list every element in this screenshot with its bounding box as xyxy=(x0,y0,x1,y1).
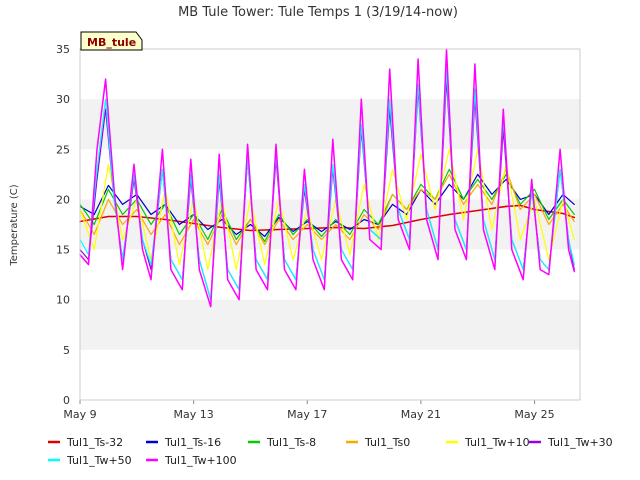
legend-item: Tul1_Ts-32 xyxy=(48,436,123,449)
x-tick-label: May 9 xyxy=(63,408,96,421)
y-tick-label: 5 xyxy=(63,344,70,357)
legend-item: Tul1_Tw+10 xyxy=(446,436,530,449)
plot-frame xyxy=(79,48,581,401)
legend-item: Tul1_Tw+30 xyxy=(529,436,613,449)
grid-band xyxy=(80,299,580,350)
legend-label: Tul1_Ts-8 xyxy=(266,436,316,449)
chart-title: MB Tule Tower: Tule Temps 1 (3/19/14-now… xyxy=(178,5,458,20)
legend-label: Tul1_Tw+10 xyxy=(464,436,530,449)
x-tick-label: May 21 xyxy=(401,408,441,421)
y-tick-label: 20 xyxy=(56,193,70,206)
series-line-tul1-ts-32 xyxy=(79,204,576,232)
legend-item: Tul1_Ts-8 xyxy=(248,436,316,449)
grid-band xyxy=(80,49,580,100)
legend-item: Tul1_Tw+50 xyxy=(48,454,132,467)
y-tick-label: 10 xyxy=(56,294,70,307)
grid-band xyxy=(80,99,580,150)
x-tick-label: May 13 xyxy=(174,408,214,421)
series-line-tul1-tw-100 xyxy=(79,48,576,308)
grid-band xyxy=(80,249,580,300)
y-tick-label: 30 xyxy=(56,93,70,106)
legend-item: Tul1_Tw+100 xyxy=(146,454,237,467)
legend-item: Tul1_Ts-16 xyxy=(146,436,221,449)
x-tick-label: May 17 xyxy=(287,408,327,421)
site-label-shape xyxy=(80,31,143,51)
y-tick-label: 35 xyxy=(56,43,70,56)
y-tick-label: 25 xyxy=(56,143,70,156)
series-lines xyxy=(79,48,576,308)
y-tick-label: 0 xyxy=(63,394,70,407)
legend-label: Tul1_Tw+50 xyxy=(66,454,132,467)
legend-item: Tul1_Ts0 xyxy=(346,436,410,449)
y-axis-ticks: 0 5 10 15 20 25 30 35 xyxy=(56,43,70,407)
legend-label: Tul1_Ts-32 xyxy=(66,436,123,449)
legend-label: Tul1_Ts-16 xyxy=(164,436,221,449)
grid-band xyxy=(80,349,580,400)
legend-label: Tul1_Tw+30 xyxy=(547,436,613,449)
site-label-box: MB_tule xyxy=(80,31,143,51)
x-axis-ticks: May 9 May 13 May 17 May 21 May 25 xyxy=(63,400,555,421)
legend: Tul1_Ts-32 Tul1_Ts-16 Tul1_Ts-8 Tul1_Ts0 Tul… xyxy=(48,436,613,467)
y-axis-label: Temperature (C) xyxy=(9,184,20,266)
legend-label: Tul1_Tw+100 xyxy=(164,454,237,467)
site-label: MB_tule xyxy=(87,36,136,49)
y-tick-label: 15 xyxy=(56,244,70,257)
x-tick-label: May 25 xyxy=(514,408,554,421)
legend-label: Tul1_Ts0 xyxy=(364,436,410,449)
